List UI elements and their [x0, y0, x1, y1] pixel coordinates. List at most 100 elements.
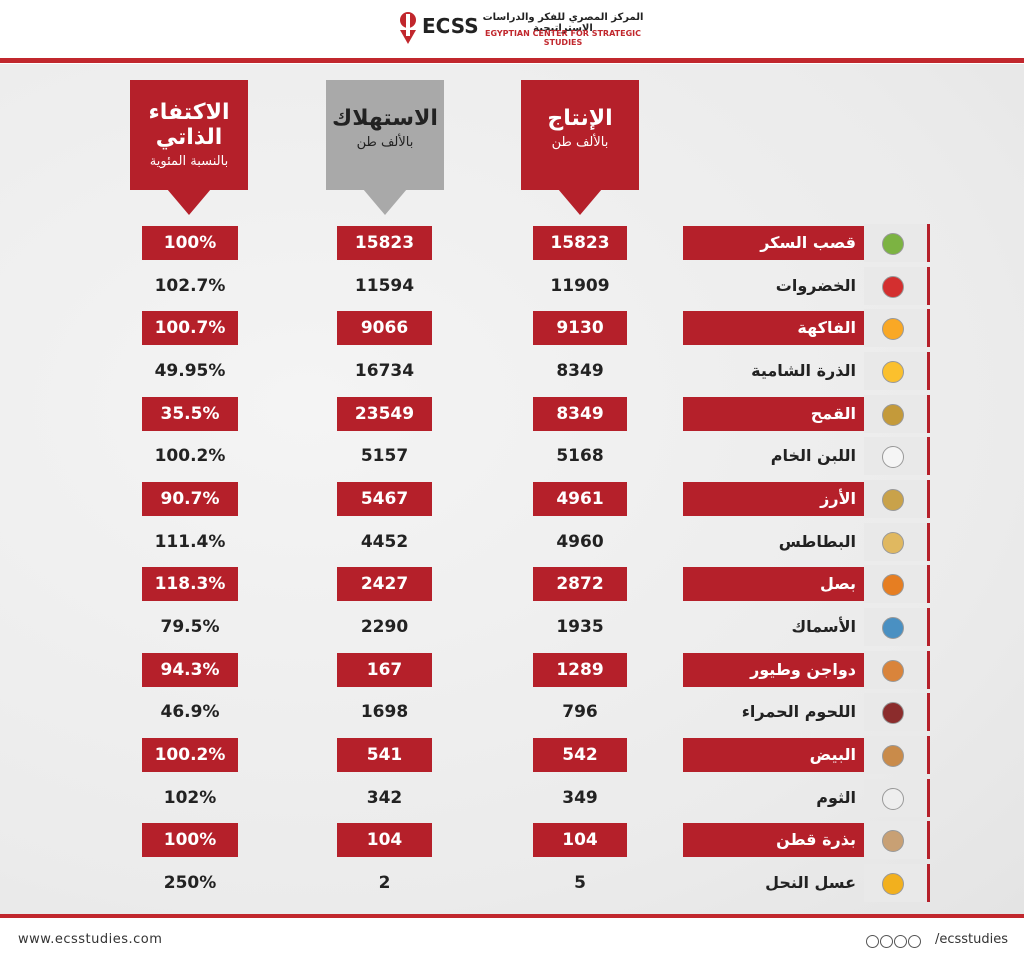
consumption: 16734 — [354, 361, 415, 381]
production: 4961 — [533, 482, 627, 517]
self-sufficiency: 100.7% — [142, 311, 238, 346]
production: 8349 — [556, 361, 604, 381]
row-label: القمح — [683, 396, 864, 431]
icon-cell — [864, 608, 930, 647]
icon — [882, 233, 904, 255]
icon — [882, 361, 904, 383]
production: 15823 — [533, 226, 627, 260]
production: 8349 — [533, 396, 627, 431]
icon — [882, 787, 904, 810]
icon — [882, 275, 904, 298]
consumption: 23549 — [337, 396, 432, 431]
consumption: 1698 — [360, 702, 409, 723]
self-sufficiency: 46.9% — [160, 702, 220, 723]
self-sufficiency: 100.2% — [142, 738, 238, 773]
consumption: 15823 — [337, 226, 432, 260]
icon — [882, 745, 904, 768]
column-subtitle: بالألف طن — [551, 135, 609, 150]
consumption: 541 — [337, 738, 432, 773]
self-sufficiency: 90.7% — [142, 482, 238, 517]
row-label: الخضروات — [775, 275, 856, 295]
self-sufficiency: 49.95% — [154, 361, 226, 381]
icon-cell — [864, 480, 930, 519]
icon — [882, 617, 904, 640]
row-label: الفاكهة — [683, 311, 864, 346]
icon — [882, 659, 904, 682]
self-sufficiency: 118.3% — [142, 567, 238, 602]
consumption: 2 — [378, 873, 391, 894]
self-sufficiency: 100% — [142, 823, 238, 858]
icon — [882, 403, 904, 426]
icon-cell — [864, 224, 930, 262]
social-icon — [880, 935, 893, 948]
icon — [882, 873, 904, 896]
consumption: 104 — [337, 823, 432, 858]
row-label: عسل النحل — [765, 873, 856, 893]
column-title: الإنتاج — [547, 106, 613, 131]
icon — [882, 318, 904, 341]
self-sufficiency: 100.2% — [154, 446, 226, 467]
self-sufficiency: 94.3% — [142, 652, 238, 687]
production: 104 — [533, 823, 627, 858]
bottom-rule — [0, 914, 1024, 918]
production: 11909 — [550, 275, 610, 296]
icon-cell — [864, 266, 930, 305]
org-name-ar: المركز المصري للفكر والدراسات الاستراتيج… — [482, 12, 644, 34]
production: 542 — [533, 738, 627, 773]
arrow — [363, 189, 407, 215]
column-title: الاكتفاء الذاتي — [148, 100, 230, 150]
icon-cell — [864, 437, 930, 476]
icon — [882, 830, 904, 853]
icon — [882, 446, 904, 469]
icon-cell — [864, 778, 930, 817]
consumption: 9066 — [337, 311, 432, 346]
row-label: البيض — [683, 738, 864, 773]
self-sufficiency: 102.7% — [154, 275, 226, 296]
row-label: قصب السكر — [683, 226, 864, 260]
icon — [882, 531, 904, 554]
website: www.ecsstudies.com — [18, 932, 163, 947]
row-label: الذرة الشامية — [751, 361, 856, 380]
row-label: الأسماك — [791, 617, 856, 637]
consumption: 5467 — [337, 482, 432, 517]
column-header: الاكتفاء الذاتي بالنسبة المئوية — [130, 80, 248, 190]
consumption: 11594 — [354, 275, 415, 296]
icon-cell — [864, 565, 930, 604]
self-sufficiency: 250% — [163, 873, 217, 894]
self-sufficiency: 35.5% — [142, 396, 238, 431]
row-label: دواجن وطيور — [683, 652, 864, 687]
row-label: الثوم — [816, 787, 856, 807]
icon — [882, 574, 904, 597]
production: 1289 — [533, 652, 627, 687]
org-name-en: EGYPTIAN CENTER FOR STRATEGIC STUDIES — [484, 29, 641, 47]
column-subtitle: بالنسبة المئوية — [149, 154, 229, 169]
production: 5 — [574, 873, 586, 894]
icon — [882, 702, 904, 725]
production: 1935 — [556, 617, 604, 638]
icon-cell — [864, 522, 930, 561]
arrow — [167, 189, 211, 215]
icon-cell — [864, 736, 930, 775]
row-label: بذرة قطن — [683, 823, 864, 858]
logo-mark — [400, 12, 416, 44]
icon-cell — [864, 864, 930, 903]
production: 4960 — [556, 531, 604, 552]
self-sufficiency: 100% — [142, 226, 238, 260]
column-header: الإنتاج بالألف طن — [521, 80, 639, 190]
consumption: 2290 — [360, 617, 409, 638]
self-sufficiency: 79.5% — [160, 617, 220, 638]
icon-cell — [864, 821, 930, 860]
column-title: الاستهلاك — [332, 106, 438, 131]
row-label: اللبن الخام — [770, 446, 856, 466]
top-rule — [0, 58, 1024, 63]
row-label: بصل — [683, 567, 864, 602]
social-icon — [866, 935, 879, 948]
consumption: 5157 — [360, 446, 409, 467]
icon-cell — [864, 309, 930, 348]
production: 9130 — [533, 311, 627, 346]
logo-text: ECSS — [422, 14, 479, 38]
consumption: 342 — [366, 787, 403, 808]
icon-cell — [864, 394, 930, 433]
consumption: 2427 — [337, 567, 432, 602]
